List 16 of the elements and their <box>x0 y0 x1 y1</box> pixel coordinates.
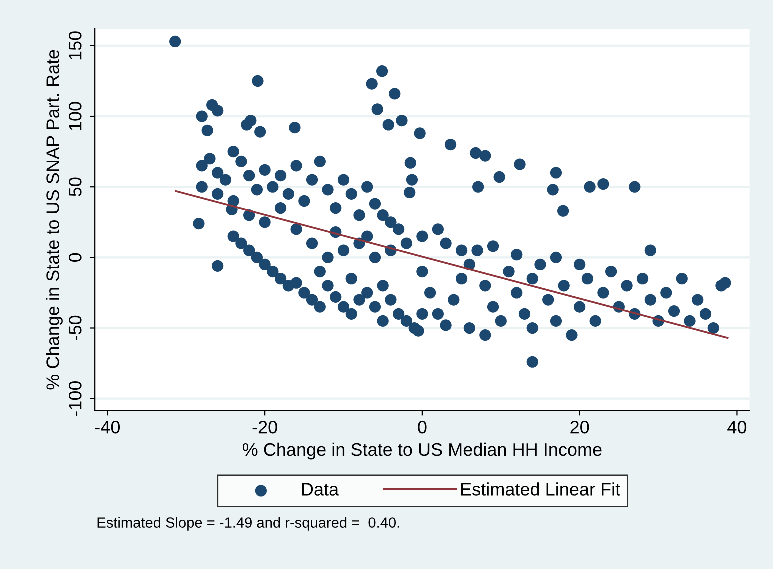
x-tick-label: 40 <box>728 421 747 434</box>
x-tick-label: -40 <box>95 421 120 434</box>
x-tick-label: -20 <box>252 421 278 434</box>
text: Estimated Slope = -1.49 and r-squared = 0.40. <box>98 517 400 531</box>
y-tick-label: -50 <box>69 316 82 340</box>
y-tick-label: 100 <box>69 102 82 130</box>
y-tick-label: -100 <box>69 381 82 416</box>
y-tick-label: 150 <box>69 32 82 60</box>
y-tick-label: 50 <box>69 178 82 196</box>
y-axis-title: % Change in State to US SNAP Part. Rate <box>46 50 63 390</box>
legend-label: Data <box>302 483 340 496</box>
y-tick-label: 0 <box>69 253 82 262</box>
x-tick-label: 20 <box>570 421 590 434</box>
x-tick-label: 0 <box>418 421 427 434</box>
legend-label: Estimated Linear Fit <box>462 482 620 496</box>
x-axis-title: % Change in State to US Median HH Income <box>242 442 602 460</box>
